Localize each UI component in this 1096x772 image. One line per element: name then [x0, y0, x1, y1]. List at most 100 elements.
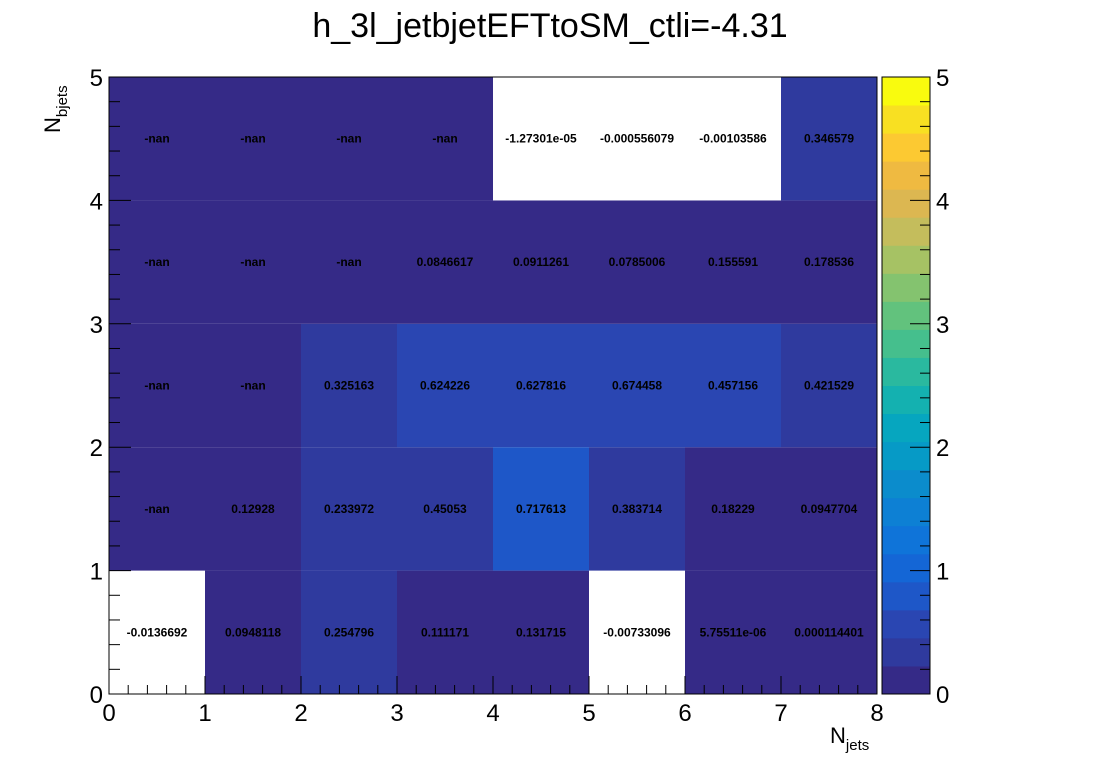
- x-axis-label-sub: jets: [845, 737, 869, 754]
- cell-value-label: -nan: [240, 379, 265, 393]
- cell-value-label: 0.0911261: [513, 255, 569, 269]
- heatmap-cell: [301, 77, 397, 201]
- heatmap-cell: [781, 200, 877, 324]
- cell-value-label: 0.624226: [420, 379, 470, 393]
- cell-value-label: -nan: [144, 502, 169, 516]
- y-tick-label: 1: [90, 559, 103, 586]
- x-tick-label: 6: [678, 700, 691, 727]
- colorbar-segment: [882, 329, 930, 358]
- colorbar-tick-label: 4: [936, 188, 949, 215]
- heatmap-cell: [493, 77, 589, 201]
- heatmap-cell: [397, 447, 493, 571]
- heatmap-cell: [397, 570, 493, 694]
- colorbar-segment: [882, 665, 930, 695]
- x-tick-label: 5: [582, 700, 595, 727]
- x-tick-label: 7: [774, 700, 787, 727]
- heatmap-cell: [781, 77, 877, 201]
- cell-value-label: 0.254796: [324, 625, 374, 639]
- colorbar-segment: [882, 525, 930, 555]
- heatmap-cell: [109, 447, 205, 571]
- cell-value-label: 0.383714: [612, 502, 662, 516]
- y-axis-ticks: 0 1 2 3 4 5: [90, 65, 131, 709]
- heatmap-cell: [397, 200, 493, 324]
- cell-value-label: -1.27301e-05: [505, 132, 577, 146]
- cell-value-label: 0.155591: [708, 255, 758, 269]
- y-tick-label: 5: [90, 65, 103, 92]
- heatmap-cell: [493, 447, 589, 571]
- colorbar-frame: [881, 76, 931, 695]
- x-tick-label: 2: [294, 700, 307, 727]
- cell-value-label: 0.346579: [804, 132, 854, 146]
- colorbar-segment: [882, 77, 930, 106]
- heatmap-cell: [589, 323, 685, 448]
- colorbar-segment: [882, 189, 930, 218]
- heatmap-cell: [205, 77, 301, 201]
- colorbar: [881, 76, 931, 695]
- heatmap-cell: [301, 570, 397, 694]
- colorbar-segment: [882, 609, 930, 639]
- y-tick-label: 3: [90, 312, 103, 339]
- colorbar-tick-label: 1: [936, 559, 949, 586]
- colorbar-segment: [882, 301, 930, 330]
- heatmap-cell: [493, 570, 589, 694]
- x-tick-label: 1: [198, 700, 211, 727]
- heatmap-cell: [397, 323, 493, 448]
- cell-value-label: 0.12928: [231, 502, 275, 516]
- colorbar-ticks: 0 1 2 3 4 5: [910, 65, 949, 709]
- cell-value-label: -nan: [144, 255, 169, 269]
- cell-value-label: 0.717613: [516, 502, 566, 516]
- colorbar-segment: [882, 581, 930, 611]
- heatmap-cell: [589, 77, 685, 201]
- colorbar-segment: [882, 441, 930, 471]
- x-axis-ticks: 0 1 2 3 4 5 6 7 8: [102, 676, 884, 727]
- heatmap-cell: [109, 570, 205, 694]
- cell-value-label: 0.0948118: [225, 625, 281, 639]
- colorbar-tick-label: 0: [936, 682, 949, 709]
- cell-value-label: 0.233972: [324, 502, 374, 516]
- cell-value-label: 0.0947704: [801, 502, 858, 516]
- cell-value-label: -0.00103586: [699, 132, 767, 146]
- colorbar-segment: [882, 385, 930, 415]
- cell-value-label: 0.131715: [516, 625, 566, 639]
- cell-value-label: 0.178536: [804, 255, 854, 269]
- colorbar-segment: [882, 357, 930, 386]
- cell-value-label: -nan: [240, 255, 265, 269]
- cell-value-label: 0.111171: [421, 625, 469, 639]
- x-tick-label: 3: [390, 700, 403, 727]
- y-axis-label: Nbjets: [40, 85, 71, 133]
- x-axis-label-main: N: [830, 723, 846, 748]
- cell-value-label: -0.000556079: [600, 132, 674, 146]
- heatmap-cell: [301, 323, 397, 448]
- colorbar-segment: [882, 133, 930, 162]
- heatmap-cell: [781, 570, 877, 694]
- heatmap-cell: [109, 77, 205, 201]
- heatmap-cell: [685, 200, 781, 324]
- heatmap-cell: [397, 77, 493, 201]
- heatmap-cell-labels: -0.0136692 0.0948118 0.254796 0.111171 0.131…: [127, 132, 864, 640]
- colorbar-tick-label: 3: [936, 312, 949, 339]
- heatmap-cell: [685, 570, 781, 694]
- colorbar-segment: [882, 497, 930, 527]
- cell-value-label: -nan: [432, 132, 457, 146]
- cell-value-label: 0.627816: [516, 379, 566, 393]
- heatmap-cell: [109, 200, 205, 324]
- heatmap-cell: [205, 323, 301, 448]
- y-tick-label: 4: [90, 188, 103, 215]
- x-tick-label: 8: [870, 700, 883, 727]
- heatmap-cell: [589, 447, 685, 571]
- heatmap-cell: [589, 570, 685, 694]
- heatmap-cell: [685, 447, 781, 571]
- heatmap-cell: [205, 447, 301, 571]
- cell-value-label: 0.0846617: [417, 255, 474, 269]
- colorbar-tick-label: 2: [936, 435, 949, 462]
- heatmap-cell: [589, 200, 685, 324]
- cell-value-label: -0.00733096: [603, 625, 671, 639]
- cell-value-label: -0.0136692: [127, 625, 188, 639]
- heatmap-cell: [493, 323, 589, 448]
- colorbar-segment: [882, 637, 930, 667]
- heatmap-cell: [301, 447, 397, 571]
- colorbar-segment: [882, 553, 930, 583]
- cell-value-label: -nan: [144, 379, 169, 393]
- heatmap-cell: [685, 77, 781, 201]
